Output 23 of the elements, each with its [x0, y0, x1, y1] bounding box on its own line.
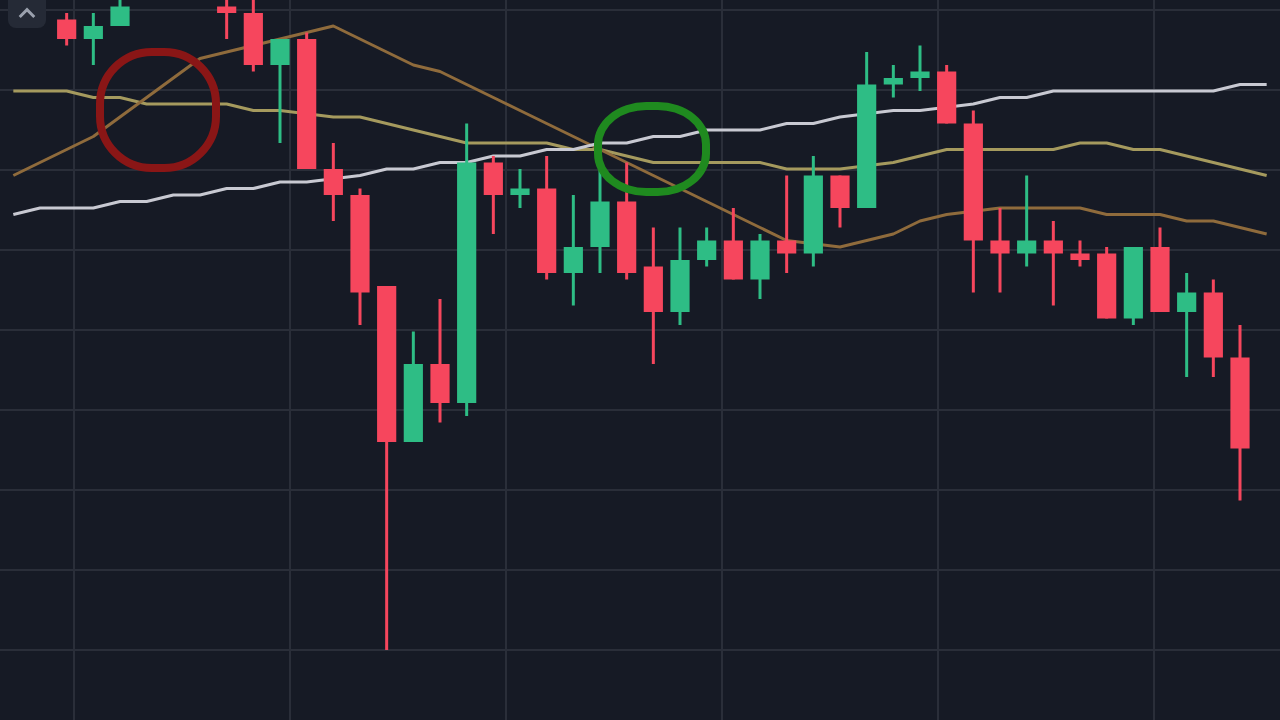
candlestick — [750, 232, 770, 301]
candlestick — [1177, 271, 1197, 379]
candlestick — [883, 63, 903, 99]
candlestick — [643, 226, 663, 366]
candlestick — [83, 11, 103, 67]
candlestick — [430, 297, 450, 424]
candlestick — [57, 11, 77, 47]
candlestick — [777, 174, 797, 275]
candlestick — [830, 174, 850, 229]
candlestick — [510, 167, 530, 210]
candlestick — [563, 193, 583, 307]
candlestick — [270, 37, 290, 145]
candlestick — [910, 44, 930, 93]
candlestick — [1070, 239, 1090, 268]
candlestick — [697, 226, 717, 268]
candlestick — [323, 141, 343, 223]
candlestick — [990, 206, 1010, 294]
candlestick — [1043, 219, 1063, 307]
candlestick — [1017, 174, 1037, 268]
candlestick — [723, 206, 743, 281]
candlestick — [483, 154, 503, 236]
candlestick — [217, 0, 237, 41]
candlestick — [110, 0, 130, 28]
